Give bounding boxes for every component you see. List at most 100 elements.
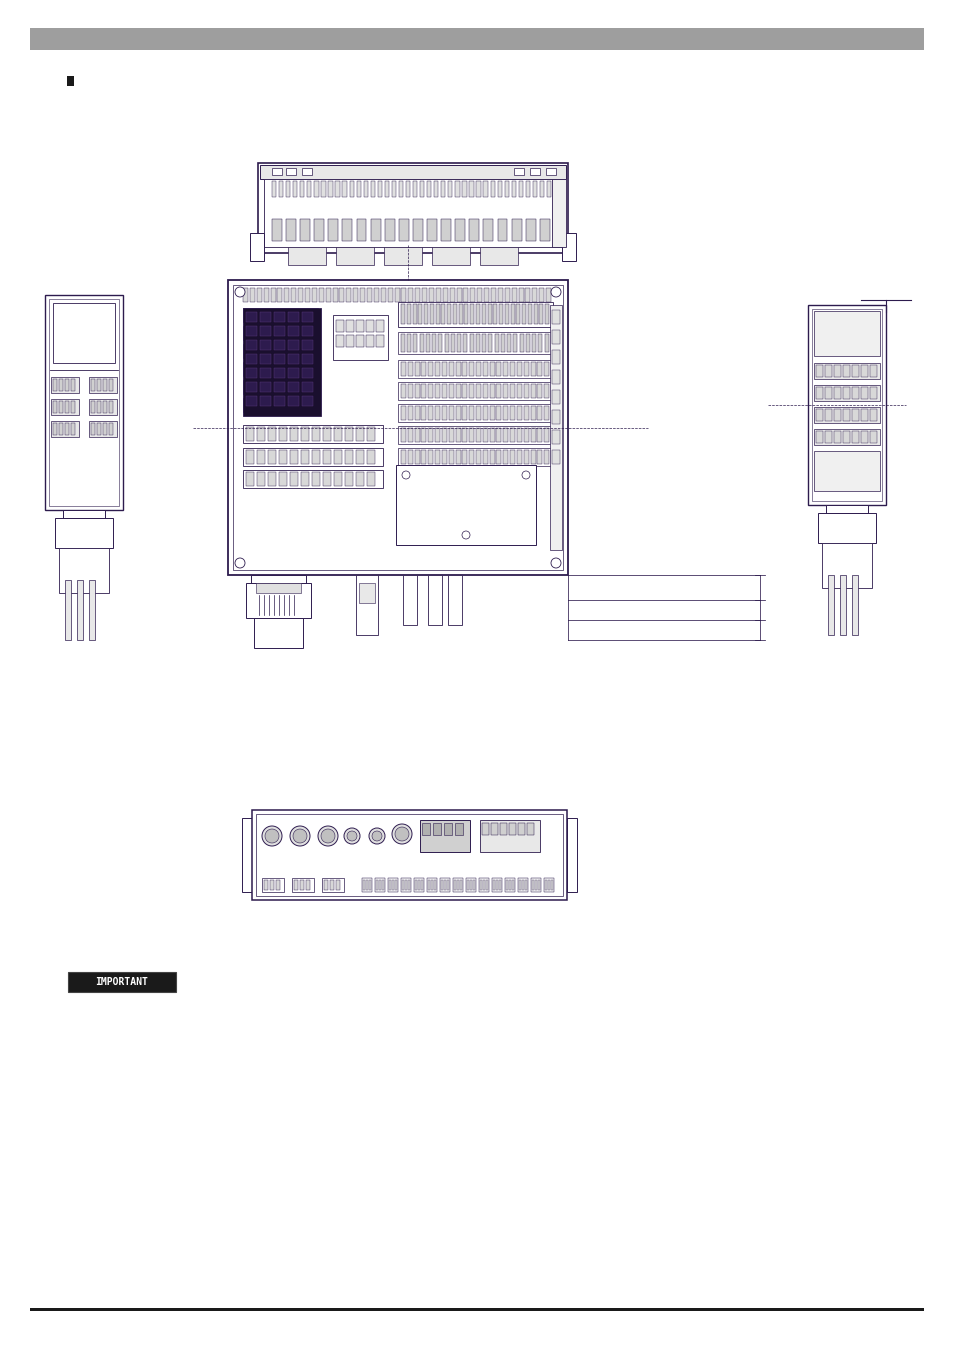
Bar: [552, 450, 559, 464]
Bar: [288, 368, 298, 377]
Bar: [833, 408, 841, 421]
Bar: [395, 288, 399, 302]
Bar: [435, 363, 439, 376]
Bar: [397, 381, 553, 400]
Bar: [463, 334, 467, 352]
Bar: [257, 163, 567, 253]
Bar: [97, 423, 101, 435]
Bar: [345, 427, 353, 441]
Bar: [827, 576, 833, 635]
Bar: [367, 427, 375, 441]
Bar: [55, 518, 112, 549]
Bar: [97, 379, 101, 391]
Bar: [462, 429, 467, 442]
Bar: [815, 387, 822, 399]
Bar: [274, 340, 285, 350]
Bar: [103, 379, 107, 391]
Bar: [444, 334, 448, 352]
Bar: [469, 450, 474, 464]
Bar: [813, 386, 879, 400]
Bar: [397, 404, 553, 422]
Bar: [279, 181, 283, 197]
Bar: [274, 311, 285, 322]
Bar: [493, 305, 497, 324]
Bar: [30, 1308, 923, 1310]
Bar: [274, 355, 285, 364]
Bar: [51, 421, 79, 437]
Bar: [462, 450, 467, 464]
Bar: [869, 431, 876, 443]
Bar: [537, 384, 542, 398]
Bar: [246, 582, 311, 617]
Bar: [355, 319, 364, 332]
Bar: [544, 334, 548, 352]
Bar: [288, 340, 298, 350]
Bar: [363, 181, 368, 197]
Bar: [355, 576, 377, 635]
Bar: [312, 450, 319, 464]
Bar: [813, 311, 879, 356]
Bar: [397, 448, 553, 466]
Bar: [415, 429, 419, 442]
Bar: [109, 400, 112, 412]
Bar: [842, 408, 849, 421]
Bar: [537, 406, 542, 421]
Bar: [89, 421, 117, 437]
Bar: [312, 472, 319, 487]
Bar: [321, 181, 325, 197]
Bar: [77, 580, 83, 640]
Bar: [537, 450, 542, 464]
Bar: [268, 450, 275, 464]
Bar: [428, 450, 433, 464]
Bar: [517, 429, 521, 442]
Bar: [263, 288, 269, 302]
Bar: [426, 334, 430, 352]
Bar: [302, 168, 312, 175]
Bar: [517, 363, 521, 376]
Bar: [465, 878, 476, 892]
Bar: [469, 181, 473, 197]
Bar: [415, 363, 419, 376]
Bar: [538, 288, 543, 302]
Bar: [499, 824, 506, 834]
Bar: [415, 880, 416, 890]
Bar: [523, 384, 528, 398]
Bar: [479, 247, 517, 266]
Bar: [525, 181, 530, 197]
Bar: [435, 406, 439, 421]
Bar: [397, 332, 553, 355]
Bar: [489, 363, 494, 376]
Bar: [456, 288, 461, 302]
Bar: [253, 617, 303, 648]
Bar: [342, 218, 352, 241]
Bar: [552, 179, 565, 247]
Bar: [255, 582, 301, 593]
Bar: [510, 363, 515, 376]
Bar: [264, 179, 561, 247]
Bar: [91, 400, 95, 412]
Bar: [322, 878, 344, 892]
Bar: [246, 340, 256, 350]
Bar: [491, 288, 496, 302]
Bar: [469, 334, 474, 352]
Bar: [482, 429, 487, 442]
Bar: [302, 396, 313, 406]
Bar: [71, 379, 75, 391]
Bar: [355, 427, 364, 441]
Bar: [467, 880, 469, 890]
Circle shape: [344, 828, 359, 844]
Bar: [482, 363, 487, 376]
Bar: [407, 429, 413, 442]
Bar: [349, 181, 354, 197]
Bar: [421, 450, 426, 464]
Bar: [346, 336, 354, 346]
Bar: [356, 181, 360, 197]
Bar: [456, 384, 460, 398]
Bar: [243, 307, 317, 322]
Bar: [561, 233, 576, 262]
Bar: [482, 334, 486, 352]
Bar: [378, 880, 380, 890]
Bar: [367, 450, 375, 464]
Bar: [493, 880, 495, 890]
Circle shape: [290, 826, 310, 847]
